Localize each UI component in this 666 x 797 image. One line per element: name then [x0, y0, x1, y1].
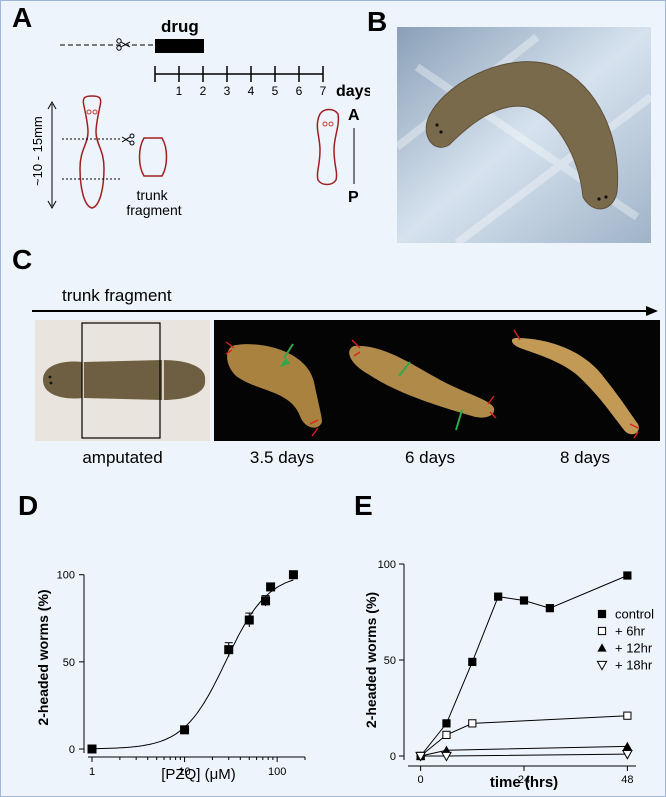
- time-course-chart: 0 50 100 0 24 48 control + 6hr + 12hr + 18hr 2-h…: [363, 559, 654, 791]
- chart-e-ylabel: 2-headed worms (%): [363, 592, 379, 728]
- chart-e-point: [623, 711, 632, 720]
- chart-d-point: [224, 645, 234, 655]
- chart-e-series: [415, 571, 633, 762]
- chart-e-point: [621, 749, 633, 760]
- chart-e-point: [441, 751, 452, 762]
- chart-e-point: [622, 741, 632, 750]
- timeline-tick: 1: [176, 84, 183, 98]
- chart-e-legend-label: + 6hr: [615, 624, 646, 639]
- chart-e-point: [468, 657, 477, 667]
- fragment-label-line2: fragment: [126, 202, 181, 218]
- chart-e-point: [623, 571, 632, 580]
- worm-body: [425, 61, 619, 210]
- chart-d-points: [87, 570, 298, 754]
- dose-response-chart: 0 50 100 1 10 100 2-headed worms (%) [PZQ] (μ…: [35, 570, 306, 783]
- chart-e-point: [442, 730, 451, 739]
- chart-e-legend-marker: [597, 643, 607, 652]
- chart-e-point: [468, 719, 477, 728]
- chart-e-legend-label: control: [615, 607, 654, 622]
- chart-d-ylabel: 2-headed worms (%): [35, 589, 51, 725]
- chart-e-series-line: [420, 753, 628, 757]
- chart-e-point: [415, 751, 427, 762]
- timeline-tick: 3: [224, 84, 231, 98]
- axis-posterior-label: P: [348, 189, 359, 206]
- chart-e-legend-marker: [597, 609, 607, 619]
- chart-e-legend-marker: [596, 660, 608, 671]
- chart-e-point: [519, 596, 529, 605]
- trunk-fragment-arrow-label: trunk fragment: [62, 286, 172, 305]
- chart-d-x-tick-label: 1: [89, 766, 95, 778]
- chart-e-x-tick-label: 48: [621, 774, 633, 786]
- drug-bar: [155, 39, 204, 53]
- green-arrow-icon: [283, 343, 294, 359]
- timeline-tick: 7: [320, 84, 327, 98]
- chart-e-x-tick-label: 24: [518, 774, 530, 786]
- chart-e-y-tick-label: 100: [378, 559, 396, 571]
- photo-amputated: [35, 320, 210, 441]
- photo-regeneration-series: [214, 320, 660, 441]
- caption-6-days: 6 days: [404, 448, 456, 467]
- drug-label: drug: [161, 17, 199, 36]
- regenerated-worm-outline: [316, 108, 340, 186]
- chart-e-y-tick-label: 50: [384, 655, 396, 667]
- trunk-box: [81, 322, 161, 439]
- chart-e-point: [441, 745, 452, 754]
- chart-d-point: [244, 615, 254, 625]
- scissors-icon: [121, 133, 135, 146]
- chart-e-y-tick-label: 0: [390, 751, 396, 763]
- chart-d-point: [288, 570, 298, 580]
- chart-d-axes: 0 50 100 1 10 100: [57, 570, 306, 778]
- fragment-label: trunk fragment: [126, 187, 181, 218]
- whole-worm-outline: [79, 95, 105, 209]
- timeline-tick: 6: [296, 84, 303, 98]
- days-label: days: [336, 83, 370, 100]
- axis-anterior-label: A: [348, 107, 360, 124]
- chart-e-point: [442, 719, 451, 728]
- chart-e-axes: 0 50 100 0 24 48: [378, 559, 636, 786]
- chart-d-fit-curve: [92, 579, 294, 750]
- chart-d-point: [180, 725, 190, 735]
- timeline-tick: 2: [200, 84, 207, 98]
- trunk-fragment-outline: [138, 137, 168, 177]
- chart-d-y-tick-label: 100: [57, 570, 75, 582]
- timeline-tick: 5: [272, 84, 279, 98]
- chart-d-y-tick-label: 0: [69, 744, 75, 756]
- scissors-icon: [116, 38, 131, 51]
- chart-e-legend-marker: [597, 626, 607, 636]
- green-arrow-icon: [398, 361, 411, 377]
- caption-3-5-days: 3.5 days: [249, 448, 315, 467]
- length-label: ~10 - 15mm: [30, 116, 45, 186]
- fragment-label-line1: trunk: [136, 187, 168, 203]
- chart-e-x-tick-label: 0: [418, 774, 424, 786]
- panel-label-d: D: [18, 490, 39, 521]
- green-arrow-icon: [455, 409, 463, 431]
- chart-d-x-tick-label: 10: [178, 766, 190, 778]
- timeline-tick: 4: [248, 84, 255, 98]
- chart-e-series-line: [420, 715, 628, 757]
- chart-d-y-tick-label: 50: [63, 657, 75, 669]
- chart-d-point: [87, 744, 97, 754]
- photo-two-headed-worm: [397, 27, 651, 243]
- panel-label-c: C: [12, 244, 33, 275]
- caption-8-days: 8 days: [559, 448, 611, 467]
- chart-d-x-tick-label: 100: [268, 766, 286, 778]
- chart-d-point: [266, 582, 276, 592]
- panel-label-a: A: [12, 2, 33, 33]
- chart-e-point: [494, 592, 503, 601]
- panel-a-schematic: drug 1 2 3 4 5 6 7 days ~10 - 15mm trunk…: [30, 17, 370, 218]
- trunk-fragment-arrow: [32, 306, 658, 316]
- chart-e-xlabel: time (hrs): [490, 774, 558, 791]
- chart-e-legend-label: + 18hr: [615, 658, 653, 673]
- chart-d-point: [261, 596, 271, 606]
- panel-label-e: E: [354, 490, 373, 521]
- chart-e-legend-label: + 12hr: [615, 641, 653, 656]
- chart-e-point: [545, 604, 554, 613]
- caption-amputated: amputated: [82, 448, 163, 467]
- chart-e-legend: control + 6hr + 12hr + 18hr: [596, 607, 654, 673]
- panel-label-b: B: [367, 6, 388, 37]
- chart-d-xlabel: [PZQ] (μM): [161, 766, 235, 783]
